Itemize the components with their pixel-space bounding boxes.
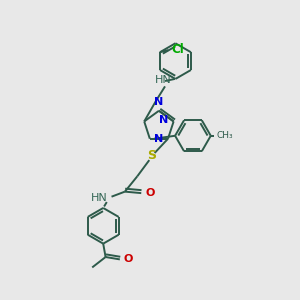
Text: N: N	[154, 134, 164, 144]
Text: O: O	[124, 254, 133, 264]
Text: O: O	[145, 188, 154, 198]
Text: N: N	[154, 97, 163, 107]
Text: HN: HN	[155, 75, 172, 85]
Text: HN: HN	[91, 193, 107, 202]
Text: N: N	[159, 115, 168, 125]
Text: Cl: Cl	[172, 43, 184, 56]
Text: CH₃: CH₃	[216, 131, 233, 140]
Text: S: S	[147, 149, 156, 163]
